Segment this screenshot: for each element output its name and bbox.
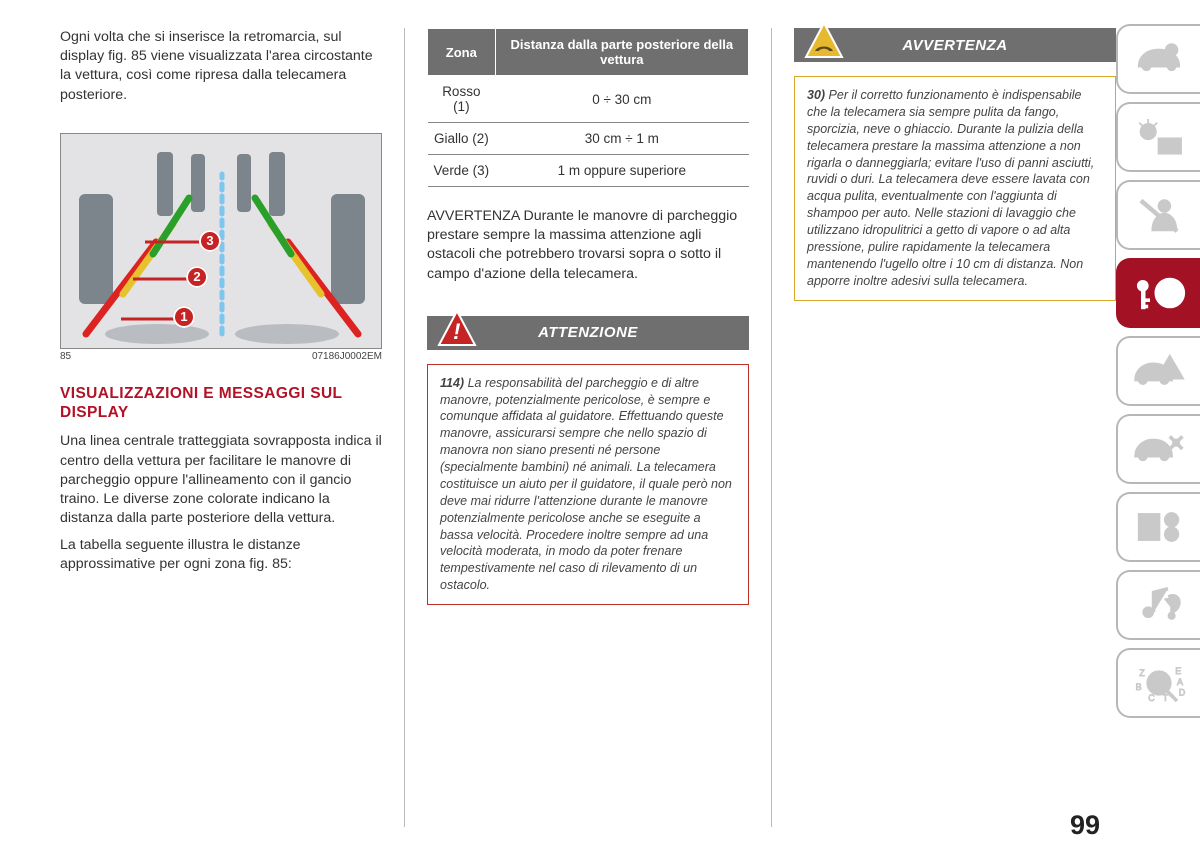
tab-dashboard[interactable] bbox=[1116, 102, 1200, 172]
figure-number: 85 bbox=[60, 351, 71, 362]
specs-icon bbox=[1132, 505, 1186, 549]
svg-text:Z: Z bbox=[1139, 668, 1145, 678]
camera-view-svg bbox=[61, 134, 382, 349]
table-cell: Giallo (2) bbox=[428, 123, 496, 155]
column-3: AVVERTENZA 30) Per il corretto funzionam… bbox=[794, 28, 1116, 827]
avvertenza-text: Per il corretto funzionamento è indispen… bbox=[807, 88, 1094, 288]
media-icon bbox=[1132, 583, 1186, 627]
figure-code: 07186J0002EM bbox=[312, 351, 382, 362]
key-steering-icon bbox=[1132, 271, 1186, 315]
tab-index[interactable]: Z B C T E A D bbox=[1116, 648, 1200, 718]
table-row: Verde (3) 1 m oppure superiore bbox=[428, 155, 749, 187]
attention-num: 114) bbox=[440, 376, 464, 390]
svg-text:i: i bbox=[1170, 46, 1173, 57]
dash-icon bbox=[1132, 115, 1186, 159]
avvertenza-header: AVVERTENZA bbox=[794, 28, 1116, 62]
tab-car-info[interactable]: i bbox=[1116, 24, 1200, 94]
attention-text: La responsabilità del parcheggio e di al… bbox=[440, 376, 732, 593]
avvertenza-label: AVVERTENZA bbox=[902, 37, 1007, 54]
zone-badge-1: 1 bbox=[173, 306, 195, 328]
tab-starting-driving[interactable] bbox=[1116, 258, 1200, 328]
table-row: Giallo (2) 30 cm ÷ 1 m bbox=[428, 123, 749, 155]
warning-triangle-icon: ! bbox=[437, 309, 477, 349]
table-cell: Rosso (1) bbox=[428, 76, 496, 123]
table-cell: 1 m oppure superiore bbox=[495, 155, 748, 187]
svg-text:D: D bbox=[1179, 688, 1186, 698]
zone-table: Zona Distanza dalla parte posteriore del… bbox=[427, 28, 749, 187]
zone-badge-3: 3 bbox=[199, 230, 221, 252]
page-number: 99 bbox=[1070, 810, 1100, 841]
table-row: Rosso (1) 0 ÷ 30 cm bbox=[428, 76, 749, 123]
section-title: VISUALIZZAZIONI E MESSAGGI SUL DISPLAY bbox=[60, 384, 382, 423]
svg-text:B: B bbox=[1136, 682, 1142, 692]
tab-maintenance[interactable] bbox=[1116, 414, 1200, 484]
column-divider-2 bbox=[771, 28, 772, 827]
column-2: Zona Distanza dalla parte posteriore del… bbox=[427, 28, 749, 827]
car-warning-icon bbox=[1132, 349, 1186, 393]
table-head-zone: Zona bbox=[428, 29, 496, 76]
svg-text:E: E bbox=[1175, 666, 1181, 676]
car-service-icon bbox=[1132, 427, 1186, 471]
avvertenza-num: 30) bbox=[807, 88, 825, 102]
svg-text:T: T bbox=[1163, 693, 1169, 703]
avvertenza-box: 30) Per il corretto funzionamento è indi… bbox=[794, 76, 1116, 301]
zone-badge-2: 2 bbox=[186, 266, 208, 288]
page-content: Ogni volta che si inserisce la retromarc… bbox=[0, 0, 1200, 847]
column-divider-1 bbox=[404, 28, 405, 827]
tab-safety[interactable] bbox=[1116, 180, 1200, 250]
svg-text:A: A bbox=[1177, 677, 1183, 687]
table-cell: 30 cm ÷ 1 m bbox=[495, 123, 748, 155]
seatbelt-icon bbox=[1132, 193, 1186, 237]
intro-text: Ogni volta che si inserisce la retromarc… bbox=[60, 28, 382, 105]
figure-85: 1 2 3 85 07186J0002EM bbox=[60, 133, 382, 362]
column-1: Ogni volta che si inserisce la retromarc… bbox=[60, 28, 382, 827]
car-info-icon: i bbox=[1132, 37, 1186, 81]
table-cell: Verde (3) bbox=[428, 155, 496, 187]
sidebar-tabs: i bbox=[1116, 24, 1200, 718]
table-cell: 0 ÷ 30 cm bbox=[495, 76, 748, 123]
attention-label: ATTENZIONE bbox=[538, 324, 638, 341]
tab-multimedia[interactable] bbox=[1116, 570, 1200, 640]
caution-triangle-icon bbox=[804, 21, 844, 61]
table-head-distance: Distanza dalla parte posteriore della ve… bbox=[495, 29, 748, 76]
attention-header: ! ATTENZIONE bbox=[427, 316, 749, 350]
index-icon: Z B C T E A D bbox=[1132, 661, 1186, 705]
section-para-2: La tabella seguente illustra le distanze… bbox=[60, 536, 382, 574]
figure-image: 1 2 3 bbox=[60, 133, 382, 349]
svg-text:!: ! bbox=[453, 319, 461, 344]
section-para-1: Una linea centrale tratteggiata sovrappo… bbox=[60, 432, 382, 528]
svg-text:C: C bbox=[1148, 693, 1155, 703]
warning-paragraph: AVVERTENZA Durante le manovre di parcheg… bbox=[427, 207, 749, 284]
tab-emergency[interactable] bbox=[1116, 336, 1200, 406]
attention-box: 114) La responsabilità del parcheggio e … bbox=[427, 364, 749, 605]
tab-specs[interactable] bbox=[1116, 492, 1200, 562]
